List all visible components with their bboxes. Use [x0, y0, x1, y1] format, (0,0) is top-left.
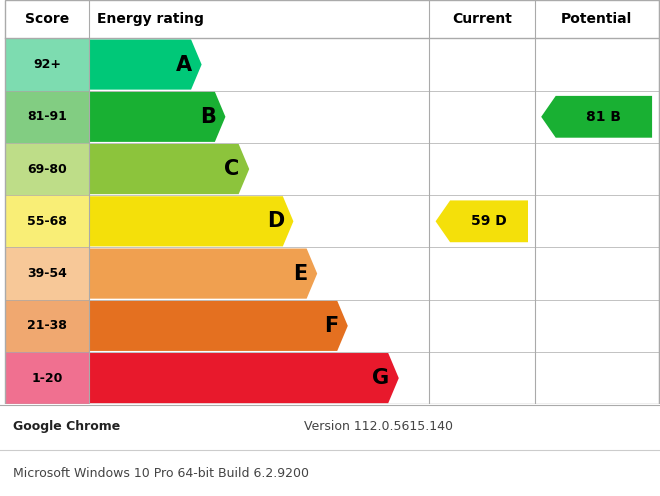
Text: G: G — [372, 368, 389, 388]
Text: 81 B: 81 B — [586, 110, 622, 124]
Bar — [5, 248, 89, 300]
Text: Score: Score — [25, 12, 69, 26]
Polygon shape — [89, 196, 294, 247]
Text: D: D — [267, 211, 284, 231]
Bar — [5, 0, 659, 38]
Text: C: C — [224, 159, 240, 179]
Text: A: A — [176, 55, 192, 74]
Text: Version 112.0.5615.140: Version 112.0.5615.140 — [304, 420, 453, 433]
Text: Google Chrome: Google Chrome — [13, 420, 120, 433]
Text: 81-91: 81-91 — [27, 110, 67, 124]
Text: E: E — [294, 263, 308, 284]
Text: Microsoft Windows 10 Pro 64-bit Build 6.2.9200: Microsoft Windows 10 Pro 64-bit Build 6.… — [13, 467, 309, 481]
Bar — [5, 91, 89, 143]
Text: 55-68: 55-68 — [27, 215, 67, 228]
Polygon shape — [89, 92, 226, 142]
Polygon shape — [436, 200, 528, 242]
Text: 69-80: 69-80 — [27, 163, 67, 176]
Text: 39-54: 39-54 — [27, 267, 67, 280]
Text: 92+: 92+ — [33, 58, 61, 71]
Text: 1-20: 1-20 — [32, 372, 63, 384]
Polygon shape — [541, 96, 652, 138]
Polygon shape — [89, 144, 249, 194]
Text: Energy rating: Energy rating — [97, 12, 204, 26]
Text: Potential: Potential — [561, 12, 632, 26]
Text: Current: Current — [452, 12, 512, 26]
Polygon shape — [89, 353, 399, 403]
Polygon shape — [89, 301, 348, 351]
Text: 21-38: 21-38 — [27, 319, 67, 332]
Bar — [5, 143, 89, 195]
Polygon shape — [89, 40, 202, 90]
Text: F: F — [324, 316, 339, 336]
Polygon shape — [89, 248, 317, 299]
Bar — [5, 300, 89, 352]
Bar — [5, 195, 89, 248]
Bar — [5, 352, 89, 404]
Text: B: B — [200, 107, 216, 127]
Text: 59 D: 59 D — [471, 214, 507, 228]
Bar — [5, 38, 89, 91]
